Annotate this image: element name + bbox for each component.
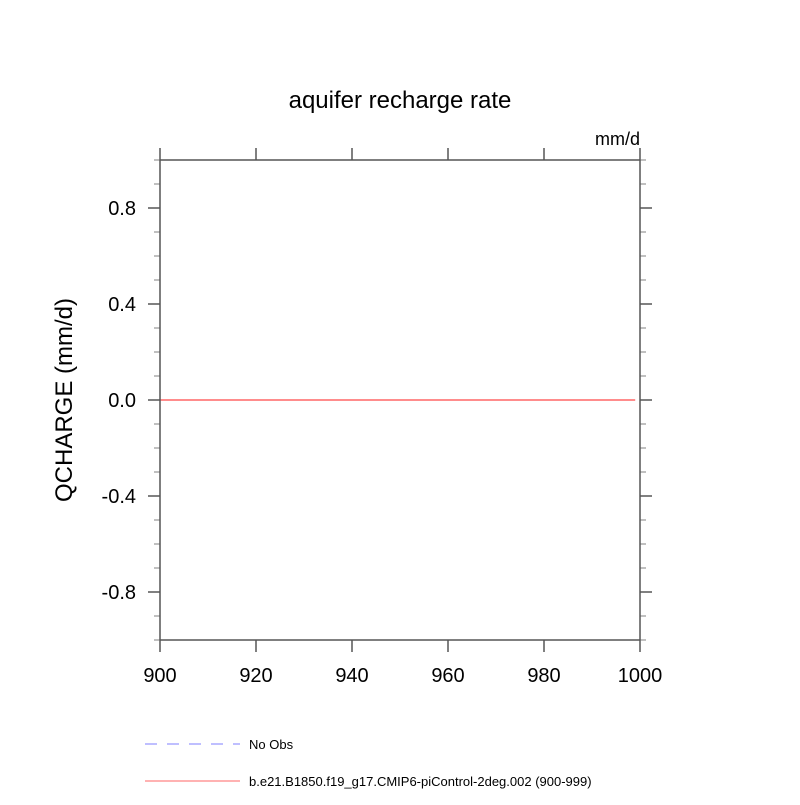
chart-title: aquifer recharge rate xyxy=(289,87,512,114)
x-tick-label: 920 xyxy=(239,665,272,687)
y-tick-label: -0.8 xyxy=(102,582,136,604)
x-tick-label: 980 xyxy=(527,665,560,687)
y-tick-label: 0.4 xyxy=(108,294,136,316)
y-tick-label: -0.4 xyxy=(102,486,136,508)
x-tick-label: 1000 xyxy=(618,665,663,687)
x-tick-label: 940 xyxy=(335,665,368,687)
legend-label: No Obs xyxy=(249,737,294,752)
x-tick-label: 900 xyxy=(143,665,176,687)
plot-frame xyxy=(159,159,641,641)
y-axis-label: QCHARGE (mm/d) xyxy=(51,298,78,502)
y-tick-label: 0.8 xyxy=(108,198,136,220)
units-label: mm/d xyxy=(595,129,640,149)
legend-label: b.e21.B1850.f19_g17.CMIP6-piControl-2deg… xyxy=(249,774,592,789)
x-tick-label: 960 xyxy=(431,665,464,687)
y-tick-label: 0.0 xyxy=(108,390,136,412)
